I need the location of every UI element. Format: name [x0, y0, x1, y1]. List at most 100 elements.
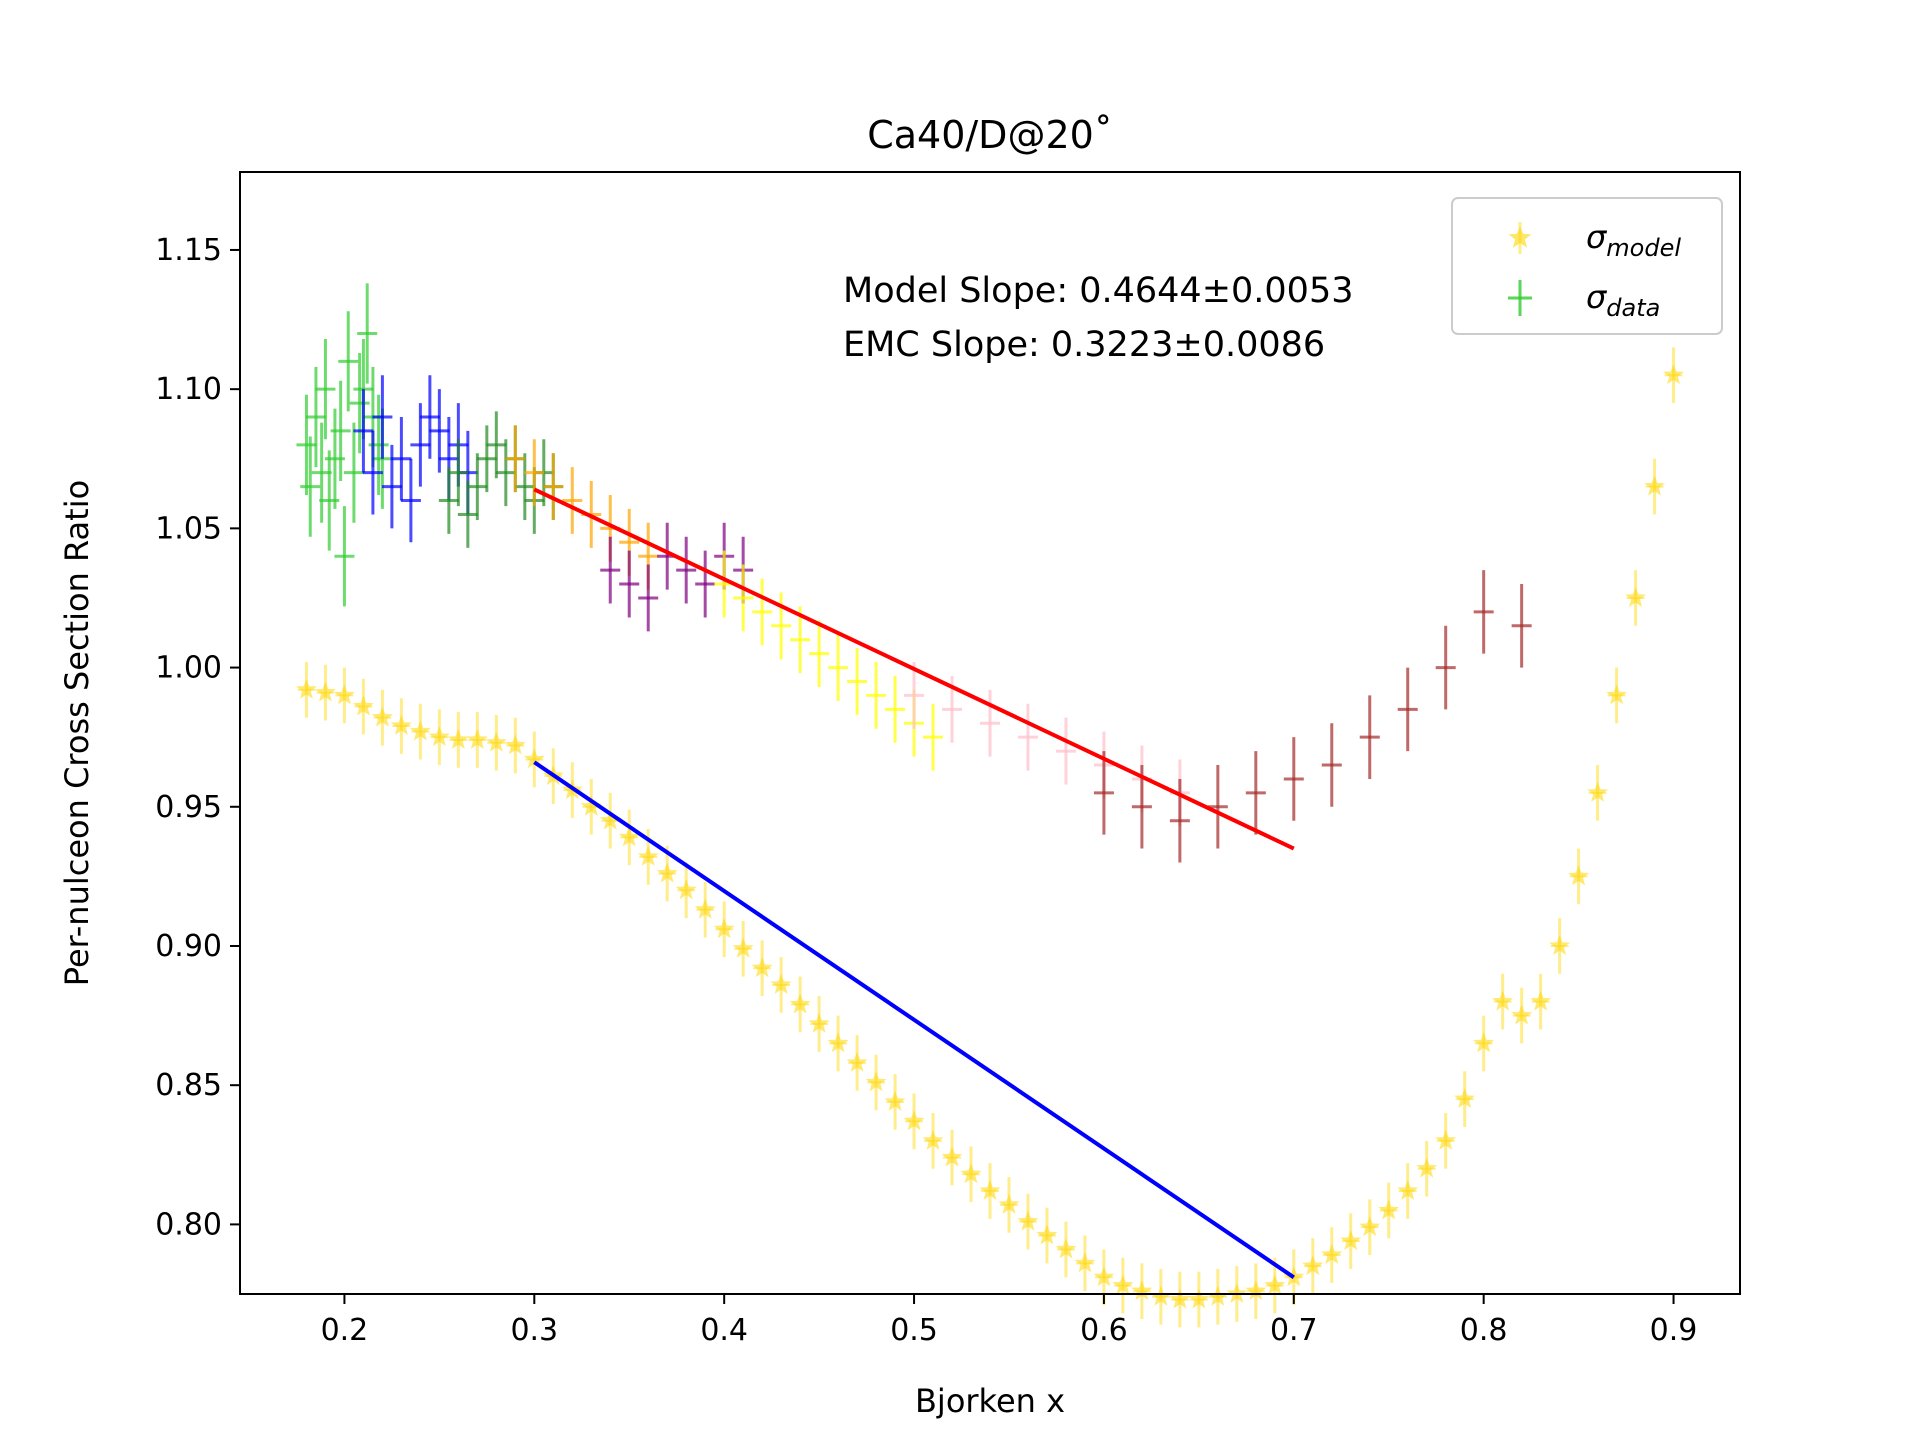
- model-point: [637, 845, 659, 866]
- model-point: [1093, 1266, 1115, 1287]
- model-point: [1473, 1032, 1495, 1053]
- model-point: [770, 974, 792, 994]
- model-point: [960, 1163, 982, 1184]
- x-tick-label: 0.2: [321, 1313, 369, 1348]
- model-point: [1188, 1288, 1210, 1309]
- model-point: [1036, 1224, 1058, 1245]
- model-point: [409, 720, 431, 741]
- model-point: [998, 1193, 1020, 1214]
- model-point: [1074, 1252, 1096, 1273]
- y-tick-label: 0.95: [155, 790, 222, 825]
- model-point: [656, 862, 678, 883]
- model-point: [1340, 1230, 1362, 1250]
- model-point: [315, 681, 336, 702]
- y-tick-label: 1.10: [155, 372, 222, 407]
- model-point: [1454, 1088, 1476, 1108]
- model-point: [1530, 990, 1552, 1011]
- x-tick-label: 0.4: [700, 1313, 748, 1348]
- model-point: [1169, 1288, 1191, 1309]
- model-point: [599, 809, 621, 830]
- legend-model-symbol: σ: [1586, 218, 1608, 256]
- fit-line-layer: [533, 487, 1295, 1279]
- model-point: [1131, 1280, 1153, 1301]
- fit-line: [533, 760, 1295, 1279]
- model-point: [334, 684, 355, 705]
- model-point: [1302, 1255, 1324, 1276]
- model-point: [1416, 1157, 1438, 1178]
- model-point: [1663, 364, 1684, 385]
- legend-star: [1508, 226, 1532, 248]
- legend: σmodel σdata: [1451, 197, 1723, 335]
- model-point: [618, 826, 640, 847]
- legend-model-subscript: model: [1606, 234, 1681, 262]
- model-point: [390, 715, 412, 735]
- model-point: [1435, 1129, 1457, 1150]
- model-point: [941, 1146, 963, 1167]
- model-point: [1492, 990, 1514, 1011]
- model-point: [732, 937, 754, 958]
- y-tick-label: 1.00: [155, 651, 222, 686]
- legend-data-subscript: data: [1606, 294, 1660, 322]
- model-point: [865, 1071, 887, 1092]
- model-point: [979, 1180, 1001, 1200]
- model-point: [789, 993, 811, 1014]
- model-point: [884, 1090, 906, 1111]
- model-point: [827, 1032, 849, 1053]
- model-point: [922, 1129, 944, 1150]
- model-point: [466, 729, 488, 749]
- model-point: [1568, 865, 1590, 886]
- model-point: [353, 695, 374, 716]
- x-tick-label: 0.9: [1650, 1313, 1698, 1348]
- model-point: [1264, 1274, 1286, 1295]
- x-tick-label: 0.7: [1270, 1313, 1318, 1348]
- legend-star-marker: [1508, 222, 1532, 254]
- model-point: [485, 731, 507, 752]
- model-point: [1606, 684, 1627, 705]
- model-point: [504, 734, 526, 755]
- legend-label-model: σmodel: [1586, 218, 1681, 262]
- emc-slope-annotation: EMC Slope: 0.3223±0.0086: [843, 325, 1325, 365]
- legend-data-symbol: σ: [1586, 278, 1608, 316]
- model-point: [1511, 1004, 1533, 1025]
- model-point: [428, 726, 450, 747]
- model-point: [1378, 1199, 1400, 1220]
- x-tick-label: 0.5: [890, 1313, 938, 1348]
- model-point: [1397, 1180, 1419, 1200]
- model-point: [694, 898, 716, 919]
- model-point: [1245, 1280, 1267, 1301]
- model-point: [1150, 1285, 1172, 1306]
- y-tick-label: 1.05: [155, 511, 222, 546]
- model-point: [371, 706, 393, 727]
- model-point: [1359, 1216, 1381, 1237]
- model-point: [713, 918, 735, 939]
- model-point: [1321, 1244, 1343, 1264]
- x-axis-label: Bjorken x: [915, 1382, 1065, 1420]
- model-point: [1017, 1210, 1039, 1231]
- model-point: [1226, 1283, 1248, 1303]
- x-tick-label: 0.6: [1080, 1313, 1128, 1348]
- x-axis: 0.2 0.3 0.4 0.5 0.6 0.7 0.8 0.9: [321, 1294, 1698, 1348]
- chart-title: Ca40/D@20˚: [867, 113, 1113, 157]
- y-tick-label: 0.80: [155, 1207, 222, 1242]
- model-point: [903, 1110, 925, 1131]
- model-point: [1587, 781, 1609, 802]
- legend-plus-marker: [1508, 280, 1532, 316]
- model-point: [1549, 935, 1571, 955]
- y-tick-label: 1.15: [155, 233, 222, 268]
- model-point: [1055, 1238, 1077, 1259]
- fit-line: [533, 487, 1295, 851]
- model-point: [1207, 1285, 1229, 1306]
- model-point: [580, 795, 602, 816]
- model-point: [675, 879, 697, 900]
- plot-frame: [239, 171, 1741, 1295]
- data-series-layer: [296, 283, 1532, 863]
- model-point: [1112, 1274, 1134, 1295]
- model-point: [808, 1012, 830, 1033]
- y-axis-label: Per-nulceon Cross Section Ratio: [58, 480, 96, 986]
- y-tick-label: 0.90: [155, 929, 222, 964]
- x-tick-label: 0.8: [1460, 1313, 1508, 1348]
- model-point: [296, 678, 317, 699]
- model-point: [523, 748, 545, 769]
